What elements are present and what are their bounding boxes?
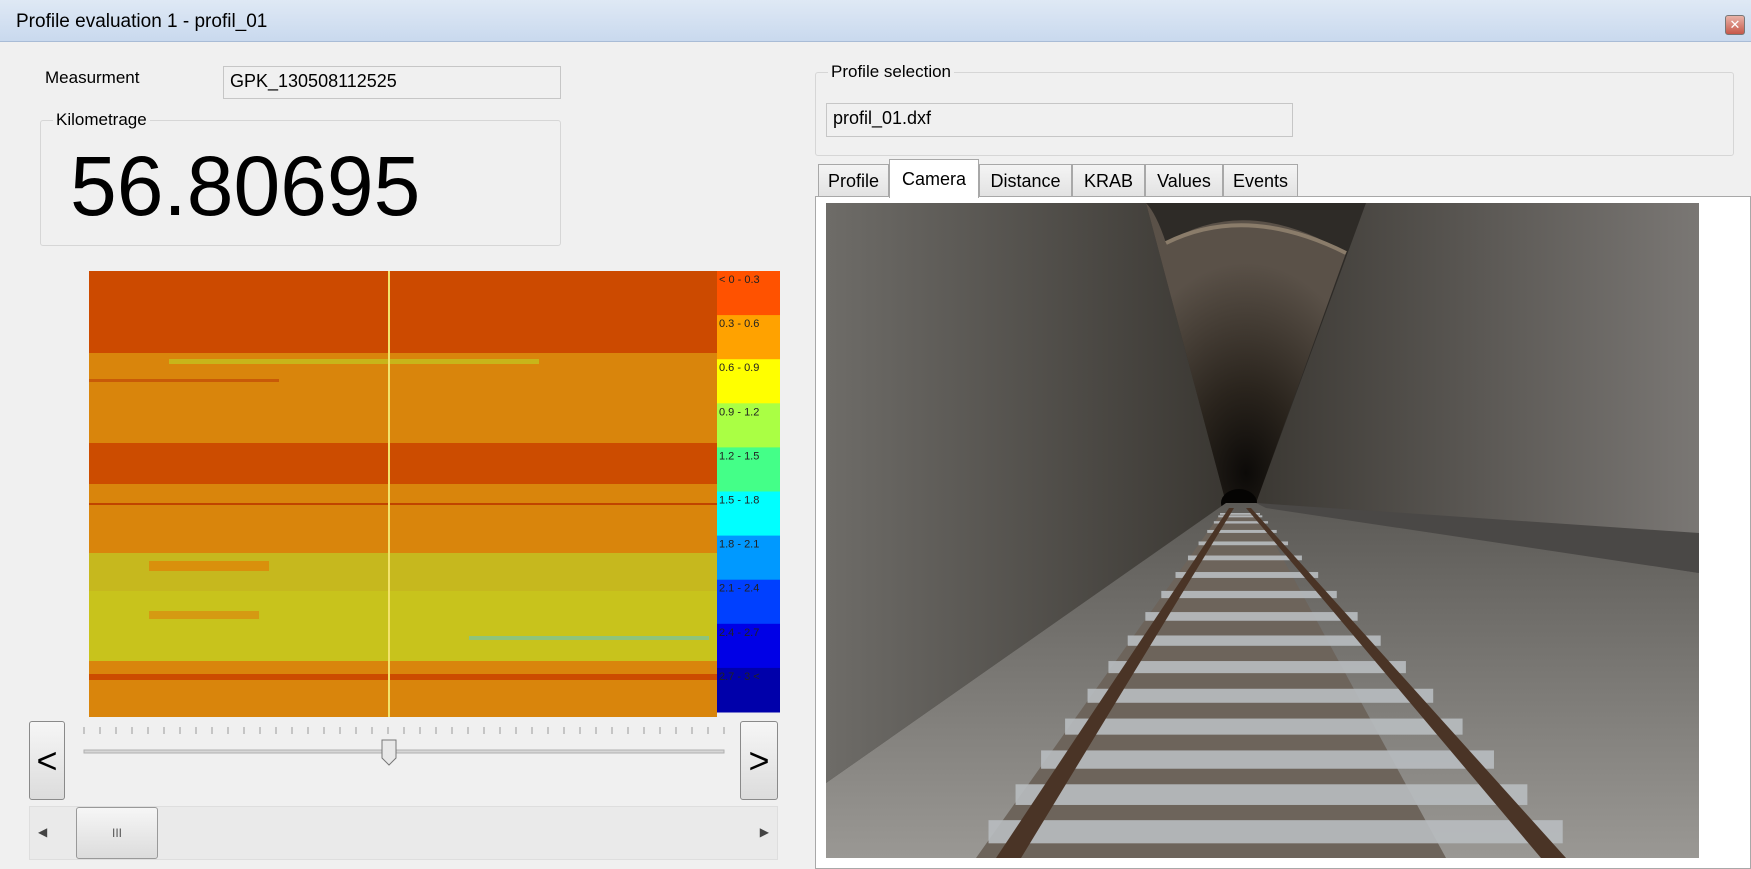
tab[interactable]: Camera <box>889 159 979 198</box>
legend-label: 1.8 - 2.1 <box>719 539 759 551</box>
heatmap-band <box>89 271 717 353</box>
tab[interactable]: KRAB <box>1072 164 1145 197</box>
legend-swatch <box>717 403 780 448</box>
legend-label: 0.3 - 0.6 <box>719 318 759 330</box>
heatmap: < 0 - 0.3 0.3 - 0.6 0.6 - 0.9 0.9 - 1.2 1.2 … <box>89 271 780 717</box>
heatmap-band <box>89 379 279 382</box>
legend-swatch <box>717 667 780 713</box>
tab[interactable]: Distance <box>979 164 1072 197</box>
heatmap-band <box>469 636 709 640</box>
heatmap-band <box>89 553 717 591</box>
heatmap-band <box>149 561 269 571</box>
sleeper <box>988 820 1563 844</box>
legend-label: < 0 - 0.3 <box>719 274 760 286</box>
legend-swatch <box>717 535 780 581</box>
left-rail <box>996 508 1234 858</box>
legend-label: 2.1 - 2.4 <box>719 583 759 595</box>
legend: < 0 - 0.3 0.3 - 0.6 0.6 - 0.9 0.9 - 1.2 1.2 … <box>717 271 780 713</box>
legend-swatch <box>717 271 780 316</box>
scroll-left-arrow[interactable]: ◀ <box>38 825 48 839</box>
legend-swatch <box>717 623 780 669</box>
title-bar: Profile evaluation 1 - profil_01 ✕ <box>0 0 1751 42</box>
right-wall <box>1256 203 1699 573</box>
next-button[interactable]: > <box>740 721 778 800</box>
heatmap-band <box>149 611 259 619</box>
tab[interactable]: Profile <box>818 164 889 197</box>
heatmap-band <box>89 591 717 661</box>
slider-thumb[interactable] <box>381 739 397 766</box>
legend-swatch <box>717 359 780 404</box>
legend-swatch <box>717 491 780 537</box>
close-button[interactable]: ✕ <box>1725 15 1745 35</box>
sleeper <box>1087 688 1434 703</box>
sleeper <box>1213 521 1269 524</box>
sleeper <box>1220 513 1260 515</box>
tab[interactable]: Events <box>1223 164 1298 197</box>
measurement-field[interactable]: GPK_130508112525 <box>223 66 561 99</box>
sleeper <box>1161 590 1337 599</box>
heatmap-band <box>169 359 539 364</box>
sleeper <box>1041 750 1494 769</box>
heatmap-band <box>89 503 717 505</box>
sleeper <box>1207 529 1277 533</box>
track-bed <box>976 513 1446 858</box>
sleeper <box>1187 555 1302 561</box>
legend-label: 0.6 - 0.9 <box>719 362 759 374</box>
legend-label: 0.9 - 1.2 <box>719 406 759 418</box>
sleeper <box>1218 515 1263 518</box>
legend-swatch <box>717 447 780 492</box>
scrollbar[interactable]: ◀ ▶ III <box>29 806 778 860</box>
legend-label: 1.5 - 1.8 <box>719 495 759 507</box>
sleeper <box>1175 572 1319 578</box>
heatmap-band <box>89 674 717 680</box>
slider-track <box>83 749 725 754</box>
profile-selection-group <box>815 72 1734 156</box>
sleeper <box>1015 784 1528 805</box>
sleeper <box>1145 612 1358 621</box>
legend-swatch <box>717 579 780 625</box>
camera-image <box>826 203 1699 858</box>
sleeper <box>1198 541 1289 546</box>
arch-ring <box>1165 223 1347 255</box>
tunnel-arch <box>1146 203 1346 503</box>
sleepers <box>988 513 1563 844</box>
kilometrage-group <box>40 120 561 246</box>
sleeper <box>1108 661 1406 674</box>
profile-selection-label: Profile selection <box>828 62 955 82</box>
tab[interactable]: Values <box>1145 164 1223 197</box>
right-rail <box>1246 508 1566 858</box>
sleeper <box>1065 718 1463 735</box>
kilometrage-value: 56.80695 <box>70 139 421 233</box>
legend-label: 1.2 - 1.5 <box>719 450 759 462</box>
heatmap-band <box>89 443 717 484</box>
legend-swatch <box>717 315 780 360</box>
sleeper <box>1127 635 1381 646</box>
walkway <box>1256 503 1699 573</box>
legend-label: 2.4 - 2.7 <box>719 627 759 639</box>
measurement-label: Measurment <box>45 68 140 87</box>
slider[interactable] <box>80 722 730 772</box>
window-title: Profile evaluation 1 - profil_01 <box>16 11 268 32</box>
left-wall <box>826 203 1226 783</box>
prev-button[interactable]: < <box>29 721 65 800</box>
profile-file-field[interactable]: profil_01.dxf <box>826 103 1293 137</box>
scroll-thumb[interactable]: III <box>76 807 158 859</box>
kilometrage-label: Kilometrage <box>53 110 150 130</box>
scroll-right-arrow[interactable]: ▶ <box>759 825 769 839</box>
legend-label: 2.7 - 3 < <box>719 671 760 683</box>
